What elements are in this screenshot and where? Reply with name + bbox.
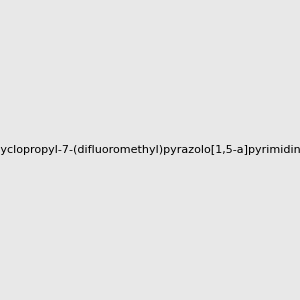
Text: N-cycloheptyl-5-cyclopropyl-7-(difluoromethyl)pyrazolo[1,5-a]pyrimidine-3-carbox: N-cycloheptyl-5-cyclopropyl-7-(difluorom…: [0, 145, 300, 155]
